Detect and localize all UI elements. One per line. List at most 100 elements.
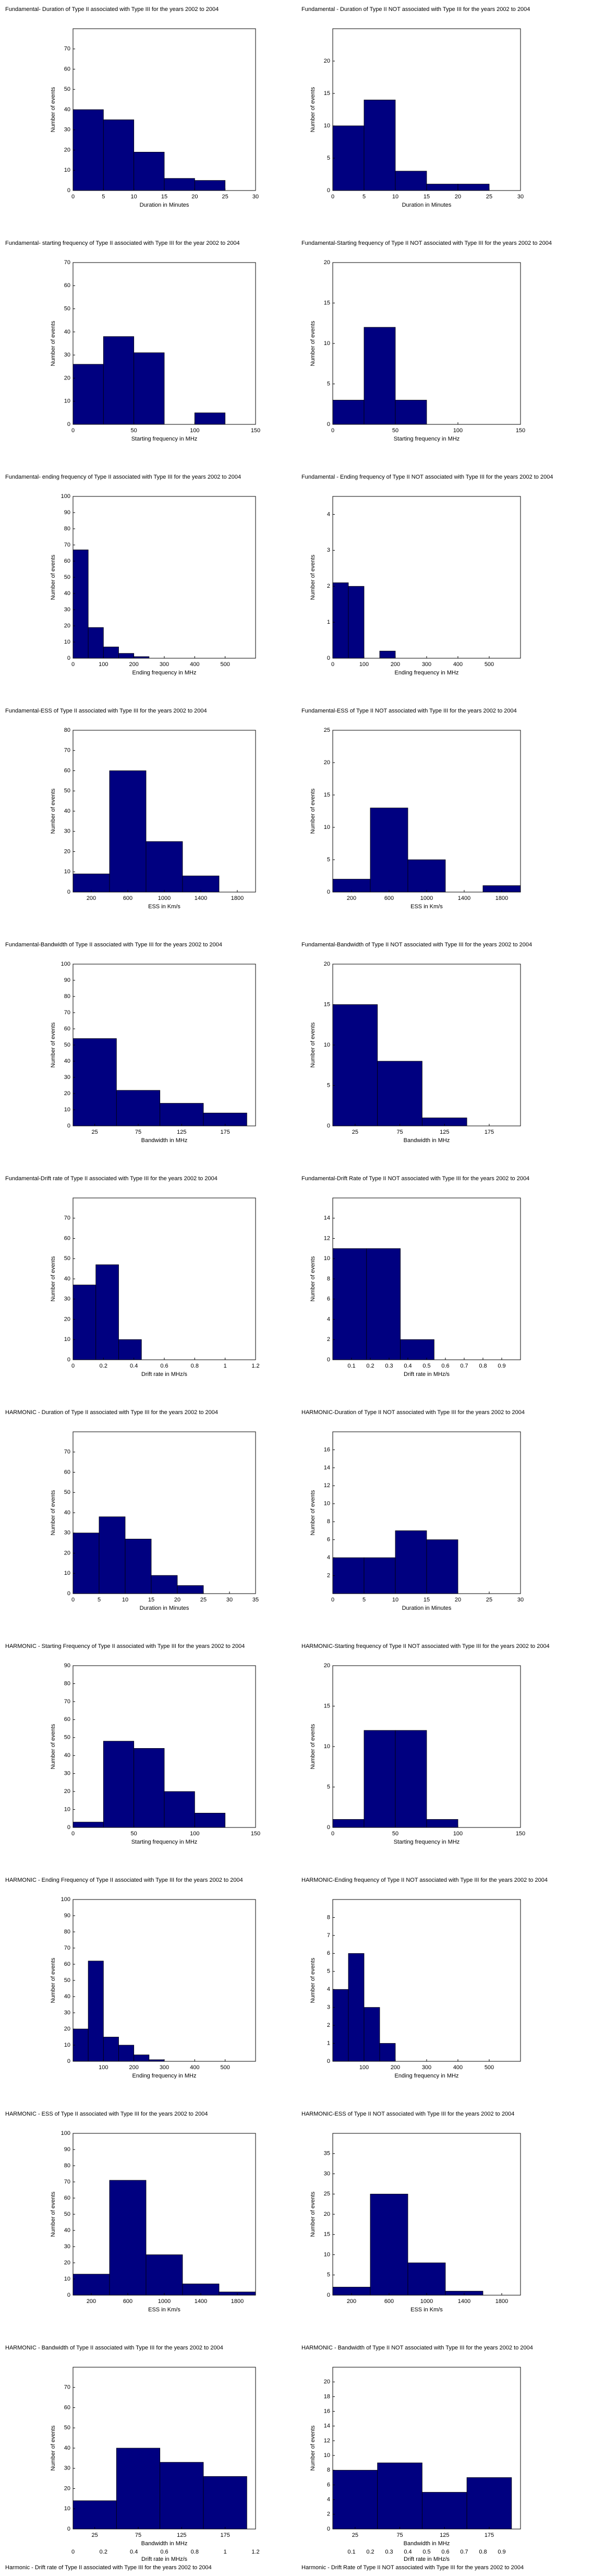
- x-tick-label: 20: [174, 1597, 180, 1603]
- x-tick-label: 0: [331, 194, 334, 200]
- y-tick-label: 14: [324, 1465, 330, 1471]
- y-tick-label: 40: [64, 590, 70, 597]
- bar: [151, 1575, 178, 1594]
- y-tick-label: 100: [61, 2130, 70, 2136]
- x-axis-label: Starting frequency in MHz: [131, 1839, 198, 1845]
- y-tick-label: 0: [67, 1123, 70, 1129]
- x-tick-label: 1400: [458, 895, 470, 901]
- bar: [395, 400, 427, 425]
- x-tick-label: 100: [99, 661, 108, 668]
- bar: [332, 1557, 365, 1594]
- chart-title: HARMONIC-Duration of Type II NOT associa…: [301, 1409, 525, 1416]
- y-tick-label: 15: [324, 1001, 330, 1007]
- y-axis-label: Number of events: [310, 87, 316, 132]
- bar: [426, 1539, 458, 1594]
- y-tick-label: 2: [327, 583, 330, 589]
- x-tick-label: 0: [331, 1597, 334, 1603]
- y-tick-label: 70: [64, 1010, 70, 1016]
- y-tick-label: 70: [64, 542, 70, 548]
- y-tick-label: 50: [64, 574, 70, 580]
- x2-axis-label: Drift rate in MHz/s: [141, 2556, 188, 2562]
- y-tick-label: 60: [64, 2404, 70, 2411]
- x-tick-label: 20: [455, 194, 461, 200]
- x-tick-label: 30: [252, 194, 259, 200]
- y-axis-label: Number of events: [310, 2191, 316, 2237]
- x-tick-label: 100: [453, 1831, 463, 1837]
- x2-axis-label: Drift rate in MHz/s: [404, 2556, 450, 2562]
- bar: [134, 1748, 165, 1828]
- bar: [364, 1730, 396, 1828]
- bar: [332, 2470, 378, 2530]
- x-tick-label: 1.2: [251, 1363, 259, 1369]
- chart-title: Fundamental-Bandwidth of Type II NOT ass…: [301, 942, 532, 948]
- x-axis-label: Ending frequency in MHz: [395, 670, 459, 676]
- x2-tick-label: 0.7: [460, 2549, 468, 2555]
- bar: [146, 841, 183, 893]
- y-tick-label: 80: [64, 1680, 70, 1687]
- y-tick-label: 0: [67, 1824, 70, 1831]
- y-tick-label: 70: [64, 747, 70, 754]
- bar: [194, 412, 226, 425]
- bar: [426, 184, 458, 191]
- y-tick-label: 80: [64, 1929, 70, 1935]
- bar: [95, 1264, 119, 1360]
- bar: [72, 1533, 100, 1594]
- bar: [164, 1791, 195, 1828]
- x-axis-label: Ending frequency in MHz: [395, 2073, 459, 2079]
- y-tick-label: 6: [327, 1537, 330, 1543]
- chart-title: Fundamental-Drift Rate of Type II NOT as…: [301, 1176, 529, 1182]
- y-tick-label: 2: [327, 2022, 330, 2028]
- x-tick-label: 1000: [420, 2298, 433, 2305]
- x-tick-label: 0: [71, 1597, 75, 1603]
- chart-title: Fundamental-Starting frequency of Type I…: [301, 240, 552, 246]
- y-tick-label: 4: [327, 1316, 330, 1322]
- y-tick-label: 10: [324, 824, 330, 830]
- y-tick-label: 5: [327, 381, 330, 387]
- x-tick-label: 20: [455, 1597, 461, 1603]
- y-tick-label: 80: [64, 526, 70, 532]
- chart-title: Fundamental - Duration of Type II NOT as…: [301, 6, 530, 13]
- y-tick-label: 35: [324, 2151, 330, 2157]
- x2-tick-label: 0.2: [100, 2549, 107, 2555]
- y-tick-label: 3: [327, 547, 330, 553]
- y-tick-label: 3: [327, 2004, 330, 2011]
- y-tick-label: 10: [64, 639, 70, 645]
- x-tick-label: 25: [92, 1129, 98, 1135]
- x-axis-label: Duration in Minutes: [402, 202, 452, 208]
- y-axis-label: Number of events: [50, 554, 56, 600]
- bar: [203, 1112, 247, 1126]
- y-tick-label: 5: [327, 1968, 330, 1975]
- bar: [134, 2055, 150, 2062]
- x2-tick-label: 1: [224, 2549, 227, 2555]
- x-tick-label: 0.2: [100, 1363, 107, 1369]
- y-tick-label: 80: [64, 993, 70, 1000]
- y-tick-label: 5: [327, 1082, 330, 1088]
- x-tick-label: 25: [352, 2532, 358, 2538]
- x2-tick-label: 0.4: [130, 2549, 138, 2555]
- y-tick-label: 10: [324, 2452, 330, 2459]
- y-tick-label: 60: [64, 66, 70, 72]
- bar: [364, 1557, 396, 1594]
- x2-tick-label: 0.8: [191, 2549, 199, 2555]
- x-tick-label: 300: [422, 661, 431, 668]
- bar: [72, 109, 104, 191]
- x-axis-label: Starting frequency in MHz: [394, 1839, 460, 1845]
- x-tick-label: 35: [252, 1597, 259, 1603]
- x-tick-label: 100: [453, 428, 463, 434]
- x-tick-label: 20: [191, 194, 198, 200]
- x-tick-label: 175: [220, 1129, 229, 1135]
- x2-tick-label: 0.9: [498, 2549, 505, 2555]
- chart-title: HARMONIC - ESS of Type II associated wit…: [5, 2111, 208, 2117]
- x-tick-label: 5: [362, 194, 366, 200]
- y-tick-label: 12: [324, 1235, 330, 1241]
- x-tick-label: 0.7: [460, 1363, 468, 1369]
- chart-title: HARMONIC - Bandwidth of Type II associat…: [5, 2345, 223, 2351]
- y-tick-label: 0: [67, 1590, 70, 1597]
- y-tick-label: 50: [64, 1735, 70, 1741]
- y-axis-label: Number of events: [50, 1490, 56, 1535]
- y-tick-label: 60: [64, 1469, 70, 1475]
- x-tick-label: 400: [190, 661, 199, 668]
- y-tick-label: 50: [64, 1977, 70, 1984]
- x2-tick-label: 1.2: [251, 2549, 259, 2555]
- y-axis-label: Number of events: [50, 320, 56, 366]
